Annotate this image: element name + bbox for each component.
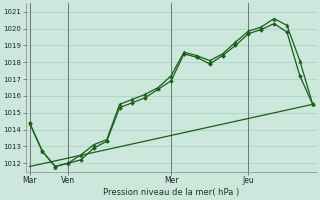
X-axis label: Pression niveau de la mer( hPa ): Pression niveau de la mer( hPa ) xyxy=(103,188,239,197)
